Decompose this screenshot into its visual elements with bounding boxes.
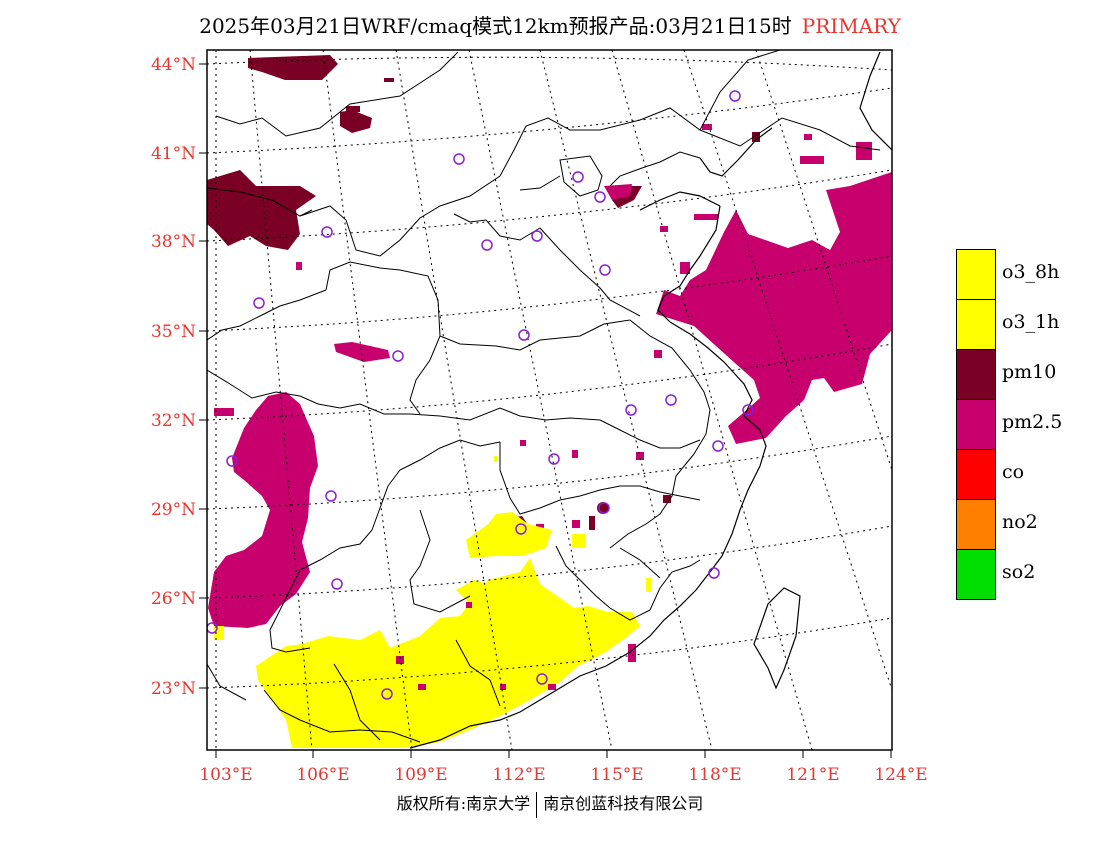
station-markers bbox=[207, 90, 754, 700]
legend-item-so2: so2 bbox=[956, 549, 1096, 600]
lat-label-44: 44°N bbox=[150, 55, 196, 75]
legend-swatch bbox=[956, 549, 996, 600]
footer-separator bbox=[536, 791, 538, 818]
lon-label-121: 121°E bbox=[786, 765, 840, 785]
o3-areas bbox=[214, 456, 652, 748]
lat-label-41: 41°N bbox=[150, 144, 196, 164]
pollutant-legend: o3_8h o3_1h pm10 pm2.5 co no2 so2 bbox=[956, 249, 1096, 600]
map-frame bbox=[206, 49, 893, 751]
title-tag: PRIMARY bbox=[801, 14, 901, 38]
lon-label-106: 106°E bbox=[296, 765, 350, 785]
legend-swatch bbox=[956, 249, 996, 300]
lon-label-103: 103°E bbox=[199, 765, 253, 785]
legend-item-pm10: pm10 bbox=[956, 349, 1096, 400]
lon-label-112: 112°E bbox=[492, 765, 546, 785]
legend-label: pm2.5 bbox=[1002, 411, 1063, 433]
lon-label-124: 124°E bbox=[874, 765, 928, 785]
legend-swatch bbox=[956, 299, 996, 350]
province-boundaries bbox=[207, 50, 881, 743]
legend-label: o3_8h bbox=[1002, 261, 1060, 283]
legend-item-no2: no2 bbox=[956, 499, 1096, 550]
legend-label: co bbox=[1002, 461, 1025, 483]
footer-right: 南京创蓝科技有限公司 bbox=[543, 794, 704, 813]
legend-label: no2 bbox=[1002, 511, 1038, 533]
graticule bbox=[207, 50, 892, 750]
legend-label: pm10 bbox=[1002, 361, 1057, 383]
axis-ticks bbox=[199, 63, 892, 758]
lat-label-29: 29°N bbox=[150, 500, 196, 520]
legend-label: so2 bbox=[1002, 561, 1036, 583]
legend-swatch bbox=[956, 499, 996, 550]
legend-item-pm25: pm2.5 bbox=[956, 399, 1096, 450]
legend-swatch bbox=[956, 399, 996, 450]
coastline bbox=[409, 51, 892, 749]
copyright-footer: 版权所有:南京大学 南京创蓝科技有限公司 bbox=[0, 790, 1100, 818]
legend-item-o3-1h: o3_1h bbox=[956, 299, 1096, 350]
lat-label-23: 23°N bbox=[150, 679, 196, 699]
lat-label-26: 26°N bbox=[150, 589, 196, 609]
footer-left: 版权所有:南京大学 bbox=[396, 794, 531, 813]
lat-label-35: 35°N bbox=[150, 322, 196, 342]
legend-swatch bbox=[956, 349, 996, 400]
lon-label-115: 115°E bbox=[590, 765, 644, 785]
legend-swatch bbox=[956, 449, 996, 500]
overlay-specks bbox=[396, 602, 556, 690]
legend-item-o3-8h: o3_8h bbox=[956, 249, 1096, 300]
lat-label-32: 32°N bbox=[150, 411, 196, 431]
map-title: 2025年03月21日WRF/cmaq模式12km预报产品:03月21日15时 P… bbox=[0, 10, 1100, 39]
lon-label-109: 109°E bbox=[394, 765, 448, 785]
legend-item-co: co bbox=[956, 449, 1096, 500]
lon-label-118: 118°E bbox=[688, 765, 742, 785]
lat-label-38: 38°N bbox=[150, 232, 196, 252]
title-main: 2025年03月21日WRF/cmaq模式12km预报产品:03月21日15时 bbox=[199, 14, 792, 38]
legend-label: o3_1h bbox=[1002, 311, 1060, 333]
pm25-areas bbox=[208, 124, 892, 662]
